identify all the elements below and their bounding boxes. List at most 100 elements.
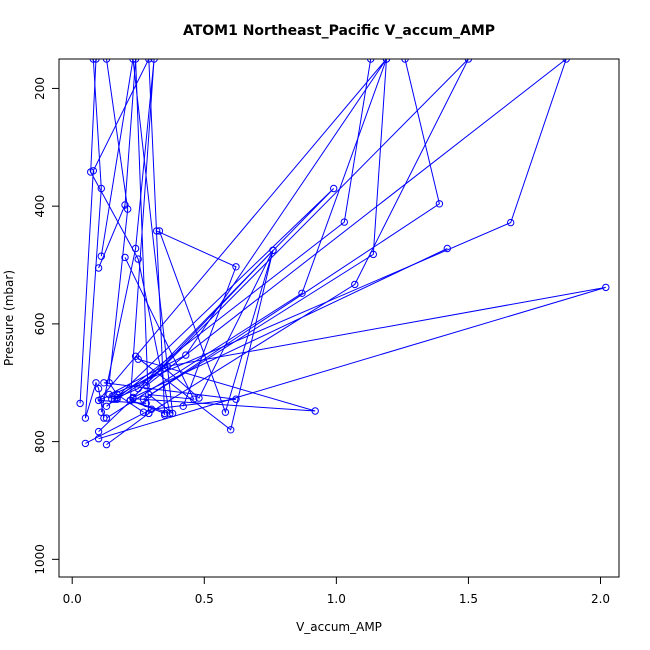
series-line-1: [84, 59, 105, 419]
series-line-6: [98, 59, 150, 446]
y-tick-label: 400: [33, 195, 47, 218]
data-point-15-1: [102, 402, 111, 410]
data-point-17-3: [464, 59, 473, 63]
x-axis-label: V_accum_AMP: [296, 620, 382, 634]
data-point-6-2: [121, 201, 129, 209]
data-point-13-2: [182, 351, 190, 359]
data-point-7-1: [97, 252, 106, 260]
data-point-4-1: [92, 59, 100, 63]
y-axis-label: Pressure (mbar): [2, 270, 16, 366]
data-point-2-5: [139, 408, 148, 416]
data-point-2-3: [105, 379, 113, 387]
data-point-1-1: [89, 59, 97, 63]
data-point-15-3: [367, 59, 375, 63]
series-line-2: [106, 59, 144, 413]
data-point-5-1: [97, 408, 106, 416]
data-point-10-3: [232, 395, 240, 403]
series-line-7: [100, 59, 195, 415]
data-point-16-6: [435, 200, 444, 208]
data-point-15-2: [340, 218, 348, 226]
series-line-18: [101, 59, 567, 400]
chart-title: ATOM1 Northeast_Pacific V_accum_AMP: [183, 23, 495, 39]
data-point-14-2: [330, 184, 338, 193]
x-tick-label: 0.0: [63, 592, 82, 606]
data-point-12-4: [94, 435, 103, 443]
data-point-11-4: [134, 355, 142, 363]
data-point-7-6: [121, 253, 129, 262]
x-tick-label: 0.5: [195, 592, 214, 606]
data-point-1-5: [94, 384, 103, 393]
data-point-6-1: [94, 264, 103, 272]
data-point-16-2: [298, 289, 306, 297]
data-point-19-2: [269, 246, 277, 255]
data-point-18-3: [562, 59, 570, 63]
data-point-5-3: [150, 59, 158, 63]
data-point-12-3: [602, 283, 610, 292]
data-point-18-2: [507, 218, 515, 227]
series-line-3: [79, 59, 166, 416]
y-axis: 200 400 600 800 1000: [33, 77, 60, 575]
x-tick-label: 1.5: [459, 592, 478, 606]
data-point-17-1: [145, 409, 153, 418]
plot-lines: [79, 59, 606, 446]
data-point-17-5: [443, 244, 451, 253]
data-point-14-3: [134, 384, 142, 393]
data-point-19-1: [126, 396, 135, 405]
series-line-12: [98, 286, 606, 440]
x-tick-label: 2.0: [591, 592, 610, 606]
data-point-14-4: [113, 393, 121, 402]
data-point-2-1: [102, 59, 111, 63]
series-line-10: [85, 382, 237, 444]
series-line-19: [111, 249, 274, 401]
data-point-10-1: [81, 439, 90, 448]
x-tick-label: 1.0: [327, 592, 346, 606]
data-point-10-4: [100, 379, 108, 387]
data-point-9-4: [227, 426, 235, 434]
y-tick-label: 800: [33, 430, 47, 453]
series-line-5: [100, 59, 165, 414]
plot-frame: [58, 58, 620, 578]
data-point-16-1: [102, 414, 111, 422]
data-point-16-4: [369, 250, 377, 259]
y-tick-label: 200: [33, 77, 47, 100]
data-point-5-5: [161, 409, 169, 418]
data-point-7-2: [129, 59, 137, 63]
series-line-16: [106, 59, 440, 419]
data-point-5-2: [131, 244, 140, 253]
data-point-1-3: [81, 414, 90, 422]
data-point-18-4: [142, 382, 150, 390]
data-point-16-3: [382, 59, 391, 63]
data-point-19-5: [108, 395, 116, 403]
data-point-9-2: [221, 408, 230, 416]
x-axis: 0.0 0.5 1.0 1.5 2.0: [63, 576, 610, 606]
data-point-16-7: [401, 59, 409, 63]
series-line-17: [132, 59, 469, 414]
data-point-7-5: [190, 395, 198, 403]
data-point-19-4: [161, 364, 169, 372]
data-point-19-3: [195, 394, 203, 402]
plot-points: [76, 59, 610, 449]
data-point-4-4: [166, 409, 174, 418]
data-point-17-2: [351, 280, 359, 289]
y-tick-label: 600: [33, 312, 47, 335]
data-point-8-2: [232, 263, 240, 271]
data-point-4-2: [87, 168, 95, 176]
data-point-18-1: [97, 395, 106, 403]
series-line-11: [98, 358, 316, 432]
data-point-8-1: [153, 227, 161, 235]
data-point-11-3: [311, 407, 319, 415]
y-tick-label: 1000: [33, 544, 47, 575]
data-point-7-3: [168, 409, 177, 418]
series-line-4: [90, 59, 171, 415]
data-point-9-1: [155, 227, 164, 235]
data-point-3-1: [76, 399, 84, 408]
data-point-1-6: [100, 414, 108, 422]
data-point-3-3: [145, 59, 153, 63]
data-point-4-3: [134, 255, 142, 263]
data-point-11-1: [94, 427, 103, 436]
data-point-1-2: [97, 184, 106, 193]
data-point-6-3: [131, 59, 140, 63]
data-point-6-5: [102, 440, 111, 449]
data-point-7-4: [145, 390, 153, 399]
